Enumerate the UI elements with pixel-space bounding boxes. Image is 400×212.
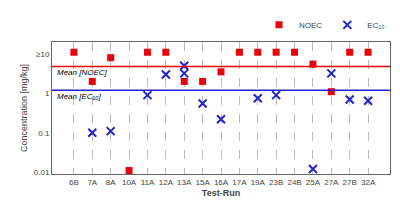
svg-text:0.01: 0.01 bbox=[34, 168, 50, 177]
svg-text:7A: 7A bbox=[87, 178, 97, 187]
svg-text:27B: 27B bbox=[343, 178, 357, 187]
svg-text:13A: 13A bbox=[177, 178, 192, 187]
svg-text:1: 1 bbox=[45, 89, 50, 98]
svg-text:15A: 15A bbox=[195, 178, 210, 187]
svg-text:Concentration [mg/kg]: Concentration [mg/kg] bbox=[19, 64, 29, 152]
svg-text:24B: 24B bbox=[287, 178, 301, 187]
svg-text:Mean [EC₁₀]: Mean [EC₁₀] bbox=[57, 92, 101, 101]
svg-text:11A: 11A bbox=[141, 178, 155, 187]
svg-text:17A: 17A bbox=[232, 178, 247, 187]
svg-text:32A: 32A bbox=[361, 178, 376, 187]
svg-text:16A: 16A bbox=[214, 178, 229, 187]
svg-text:NOEC: NOEC bbox=[299, 21, 322, 30]
svg-text:23B: 23B bbox=[269, 178, 283, 187]
svg-text:10A: 10A bbox=[122, 178, 137, 187]
svg-text:6B: 6B bbox=[69, 178, 79, 187]
svg-text:0.1: 0.1 bbox=[38, 129, 50, 138]
svg-text:27A: 27A bbox=[324, 178, 339, 187]
svg-text:Mean [NOEC]: Mean [NOEC] bbox=[57, 68, 108, 77]
svg-text:Test-Run: Test-Run bbox=[202, 188, 240, 198]
svg-text:≥10: ≥10 bbox=[36, 50, 50, 59]
svg-text:19A: 19A bbox=[251, 178, 266, 187]
svg-text:EC₁₀: EC₁₀ bbox=[367, 21, 384, 30]
svg-text:12A: 12A bbox=[159, 178, 174, 187]
svg-text:8A: 8A bbox=[106, 178, 116, 187]
svg-text:25A: 25A bbox=[306, 178, 321, 187]
